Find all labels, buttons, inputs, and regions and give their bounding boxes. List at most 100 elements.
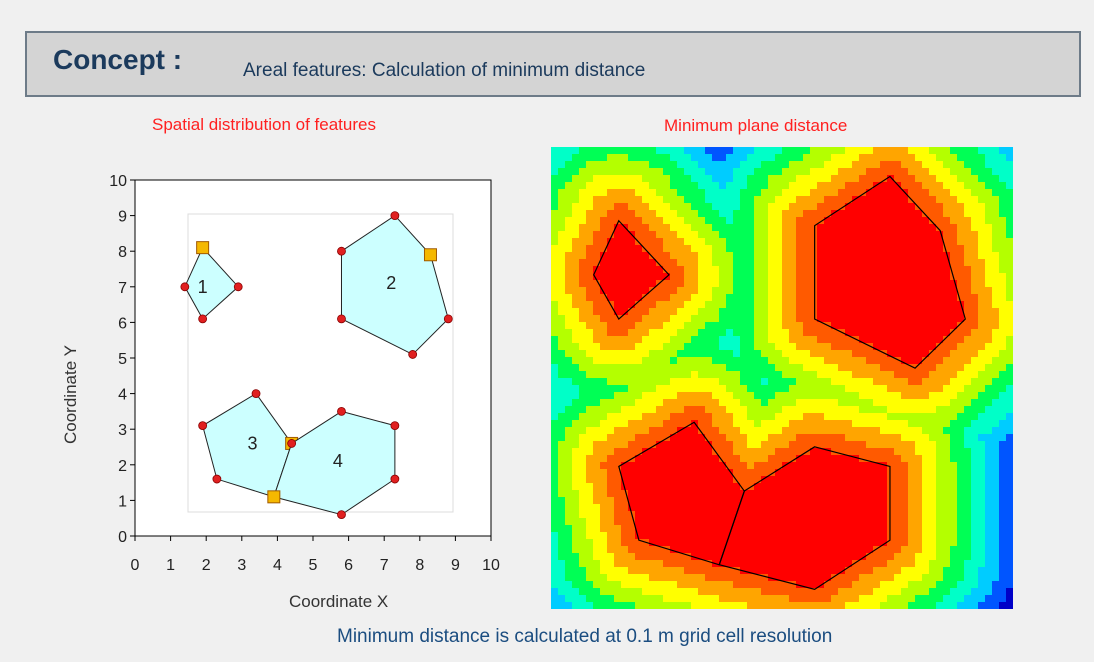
raster-cell: [908, 441, 916, 449]
raster-cell: [971, 287, 979, 295]
raster-cell: [915, 532, 923, 540]
raster-cell: [831, 329, 839, 337]
raster-cell: [747, 161, 755, 169]
raster-cell: [649, 343, 657, 351]
raster-cell: [649, 413, 657, 421]
raster-cell: [656, 273, 664, 281]
raster-cell: [628, 371, 636, 379]
raster-cell: [789, 560, 797, 568]
raster-cell: [649, 483, 657, 491]
raster-cell: [901, 434, 909, 442]
raster-cell: [712, 518, 720, 526]
raster-cell: [992, 434, 1000, 442]
raster-cell: [964, 315, 972, 323]
raster-cell: [600, 315, 608, 323]
raster-cell: [971, 525, 979, 533]
raster-cell: [754, 546, 762, 554]
raster-cell: [677, 476, 685, 484]
raster-cell: [852, 357, 860, 365]
raster-cell: [663, 511, 671, 519]
raster-cell: [796, 224, 804, 232]
raster-cell: [607, 329, 615, 337]
raster-cell: [824, 273, 832, 281]
raster-cell: [796, 294, 804, 302]
raster-cell: [628, 567, 636, 575]
raster-cell: [740, 581, 748, 589]
raster-cell: [803, 371, 811, 379]
raster-cell: [768, 343, 776, 351]
raster-cell: [810, 266, 818, 274]
raster-cell: [663, 217, 671, 225]
raster-cell: [719, 595, 727, 603]
raster-cell: [873, 574, 881, 582]
raster-cell: [684, 259, 692, 267]
raster-cell: [775, 357, 783, 365]
raster-cell: [663, 469, 671, 477]
raster-cell: [789, 567, 797, 575]
raster-cell: [684, 210, 692, 218]
raster-cell: [817, 336, 825, 344]
raster-cell: [726, 203, 734, 211]
raster-cell: [747, 399, 755, 407]
raster-cell: [628, 490, 636, 498]
raster-cell: [705, 539, 713, 547]
raster-cell: [866, 280, 874, 288]
raster-cell: [565, 357, 573, 365]
raster-cell: [950, 406, 958, 414]
raster-cell: [908, 455, 916, 463]
raster-cell: [810, 581, 818, 589]
x-tick-label: 0: [131, 557, 140, 574]
raster-cell: [551, 546, 559, 554]
raster-cell: [964, 259, 972, 267]
raster-cell: [999, 168, 1007, 176]
raster-cell: [831, 231, 839, 239]
raster-cell: [663, 504, 671, 512]
raster-cell: [964, 595, 972, 603]
raster-cell: [768, 301, 776, 309]
raster-cell: [768, 462, 776, 470]
raster-cell: [754, 357, 762, 365]
raster-cell: [642, 595, 650, 603]
raster-cell: [565, 238, 573, 246]
raster-cell: [740, 441, 748, 449]
raster-cell: [866, 357, 874, 365]
raster-cell: [838, 175, 846, 183]
raster-cell: [999, 539, 1007, 547]
raster-cell: [824, 252, 832, 260]
raster-cell: [957, 406, 965, 414]
raster-cell: [712, 238, 720, 246]
raster-cell: [929, 455, 937, 463]
raster-cell: [810, 280, 818, 288]
raster-cell: [978, 553, 986, 561]
raster-cell: [845, 252, 853, 260]
raster-cell: [887, 196, 895, 204]
raster-cell: [985, 273, 993, 281]
raster-cell: [817, 280, 825, 288]
raster-cell: [642, 287, 650, 295]
raster-cell: [796, 343, 804, 351]
raster-cell: [754, 322, 762, 330]
raster-cell: [635, 322, 643, 330]
raster-cell: [775, 476, 783, 484]
raster-cell: [922, 406, 930, 414]
raster-cell: [999, 427, 1007, 435]
raster-cell: [600, 413, 608, 421]
raster-cell: [677, 539, 685, 547]
raster-cell: [880, 406, 888, 414]
raster-cell: [656, 175, 664, 183]
raster-cell: [978, 182, 986, 190]
raster-cell: [698, 308, 706, 316]
raster-cell: [747, 392, 755, 400]
raster-cell: [607, 602, 615, 609]
raster-cell: [677, 350, 685, 358]
raster-cell: [887, 483, 895, 491]
raster-cell: [621, 434, 629, 442]
raster-cell: [677, 602, 685, 609]
raster-cell: [740, 525, 748, 533]
raster-cell: [796, 462, 804, 470]
raster-cell: [901, 301, 909, 309]
raster-cell: [859, 371, 867, 379]
raster-cell: [628, 266, 636, 274]
raster-cell: [691, 287, 699, 295]
raster-cell: [908, 329, 916, 337]
